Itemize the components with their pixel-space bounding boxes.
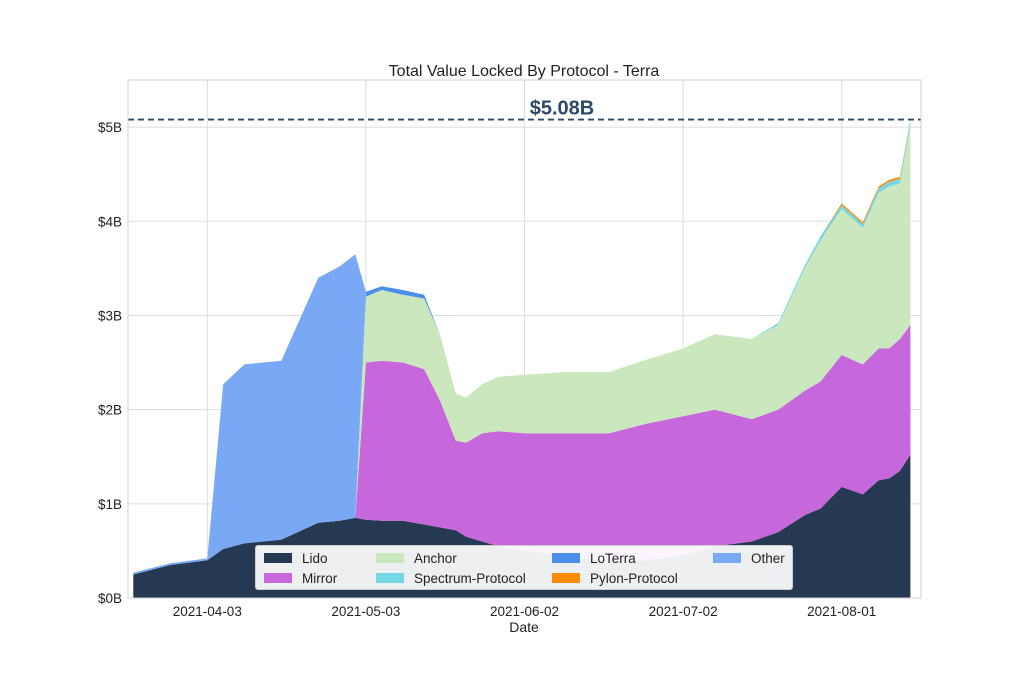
legend-item-spectrum-protocol: Spectrum-Protocol — [376, 569, 526, 587]
y-tick-label: $1B — [98, 497, 122, 512]
legend-item-pylon-protocol: Pylon-Protocol — [552, 569, 678, 587]
y-tick-label: $2B — [98, 403, 122, 418]
y-tick-label: $0B — [98, 591, 122, 606]
legend-item-loterra: LoTerra — [552, 549, 636, 567]
legend-label: LoTerra — [590, 550, 636, 566]
legend-swatch — [376, 553, 404, 563]
x-axis-label: Date — [509, 619, 539, 635]
x-tick-label: 2021-08-01 — [807, 604, 876, 619]
legend-swatch — [264, 553, 292, 563]
area-anchor — [133, 124, 911, 575]
legend-label: Pylon-Protocol — [590, 570, 678, 586]
chart-legend: Lido Anchor LoTerra Other Mirror Spectrum-Pro… — [255, 545, 793, 590]
legend-item-anchor: Anchor — [376, 549, 457, 567]
area-mirror — [133, 324, 911, 575]
x-tick-label: 2021-04-03 — [173, 604, 242, 619]
y-tick-label: $5B — [98, 120, 122, 135]
legend-item-lido: Lido — [264, 549, 328, 567]
legend-label: Lido — [302, 550, 328, 566]
legend-swatch — [264, 573, 292, 583]
x-tick-label: 2021-07-02 — [649, 604, 718, 619]
legend-label: Spectrum-Protocol — [414, 570, 526, 586]
legend-item-mirror: Mirror — [264, 569, 337, 587]
legend-label: Other — [751, 550, 785, 566]
legend-item-other: Other — [713, 549, 785, 567]
legend-label: Anchor — [414, 550, 457, 566]
x-tick-label: 2021-05-03 — [331, 604, 400, 619]
legend-swatch — [552, 573, 580, 583]
total-tvl-annotation: $5.08B — [530, 98, 595, 120]
y-tick-label: $3B — [98, 308, 122, 323]
plot-border — [127, 79, 922, 599]
legend-swatch — [376, 573, 404, 583]
legend-label: Mirror — [302, 570, 338, 586]
chart-title: Total Value Locked By Protocol - Terra — [389, 63, 660, 80]
legend-swatch — [713, 553, 741, 563]
x-tick-label: 2021-06-02 — [490, 604, 559, 619]
x-tick-labels: 2021-04-03 2021-05-03 2021-06-02 2021-07-02… — [173, 604, 876, 619]
y-tick-label: $4B — [98, 214, 122, 229]
area-other — [133, 119, 911, 575]
legend-swatch — [552, 553, 580, 563]
y-tick-labels: $0B $1B $2B $3B $4B $5B — [98, 120, 122, 606]
